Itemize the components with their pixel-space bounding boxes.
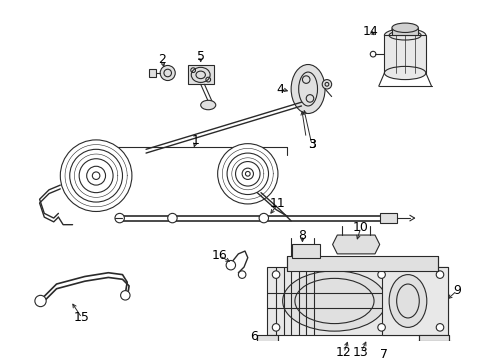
Text: 14: 14 xyxy=(362,25,377,38)
Circle shape xyxy=(225,261,235,270)
Circle shape xyxy=(259,213,268,223)
Ellipse shape xyxy=(384,66,425,80)
Circle shape xyxy=(435,271,443,278)
Circle shape xyxy=(160,66,175,81)
Circle shape xyxy=(217,144,277,204)
Bar xyxy=(381,267,447,335)
Text: 16: 16 xyxy=(211,249,227,262)
Bar xyxy=(418,335,448,342)
Ellipse shape xyxy=(391,25,417,34)
Ellipse shape xyxy=(388,275,426,327)
Text: 5: 5 xyxy=(196,50,204,63)
Bar xyxy=(417,341,450,348)
Circle shape xyxy=(86,166,105,185)
Circle shape xyxy=(238,271,245,278)
Circle shape xyxy=(377,271,385,278)
Circle shape xyxy=(121,291,130,300)
Text: 4: 4 xyxy=(276,82,284,95)
Bar xyxy=(391,28,417,35)
Circle shape xyxy=(60,140,132,211)
Text: 8: 8 xyxy=(298,229,306,242)
Text: 6: 6 xyxy=(250,330,258,343)
Text: 2: 2 xyxy=(158,53,165,66)
Text: 12: 12 xyxy=(335,346,351,359)
Circle shape xyxy=(35,295,46,307)
Circle shape xyxy=(435,324,443,331)
Circle shape xyxy=(92,172,100,179)
Text: 10: 10 xyxy=(352,221,368,234)
Text: 3: 3 xyxy=(307,138,315,151)
Circle shape xyxy=(115,213,124,223)
Circle shape xyxy=(322,80,331,89)
Polygon shape xyxy=(257,335,277,348)
Bar xyxy=(384,35,425,73)
Polygon shape xyxy=(332,235,379,254)
Bar xyxy=(187,66,213,84)
Bar xyxy=(291,244,320,258)
Ellipse shape xyxy=(391,23,417,32)
Text: 9: 9 xyxy=(452,284,460,297)
Bar xyxy=(266,267,447,335)
Circle shape xyxy=(272,271,279,278)
Circle shape xyxy=(245,171,250,176)
Ellipse shape xyxy=(384,29,425,42)
Bar xyxy=(249,350,285,357)
Text: 11: 11 xyxy=(269,197,285,211)
Bar xyxy=(379,213,396,223)
Circle shape xyxy=(79,159,113,193)
Text: 13: 13 xyxy=(352,346,368,359)
Text: 15: 15 xyxy=(74,311,90,324)
Ellipse shape xyxy=(290,64,325,113)
Circle shape xyxy=(242,168,253,179)
Text: 7: 7 xyxy=(380,348,387,360)
Ellipse shape xyxy=(200,100,215,110)
Circle shape xyxy=(167,213,177,223)
Circle shape xyxy=(235,162,260,186)
Bar xyxy=(290,246,313,262)
Bar xyxy=(148,69,156,77)
Circle shape xyxy=(226,153,268,194)
Circle shape xyxy=(272,324,279,331)
Text: 3: 3 xyxy=(307,138,315,151)
Text: 1: 1 xyxy=(192,134,200,147)
Ellipse shape xyxy=(282,271,386,331)
Circle shape xyxy=(70,149,122,202)
Circle shape xyxy=(377,324,385,331)
Bar xyxy=(287,256,437,271)
